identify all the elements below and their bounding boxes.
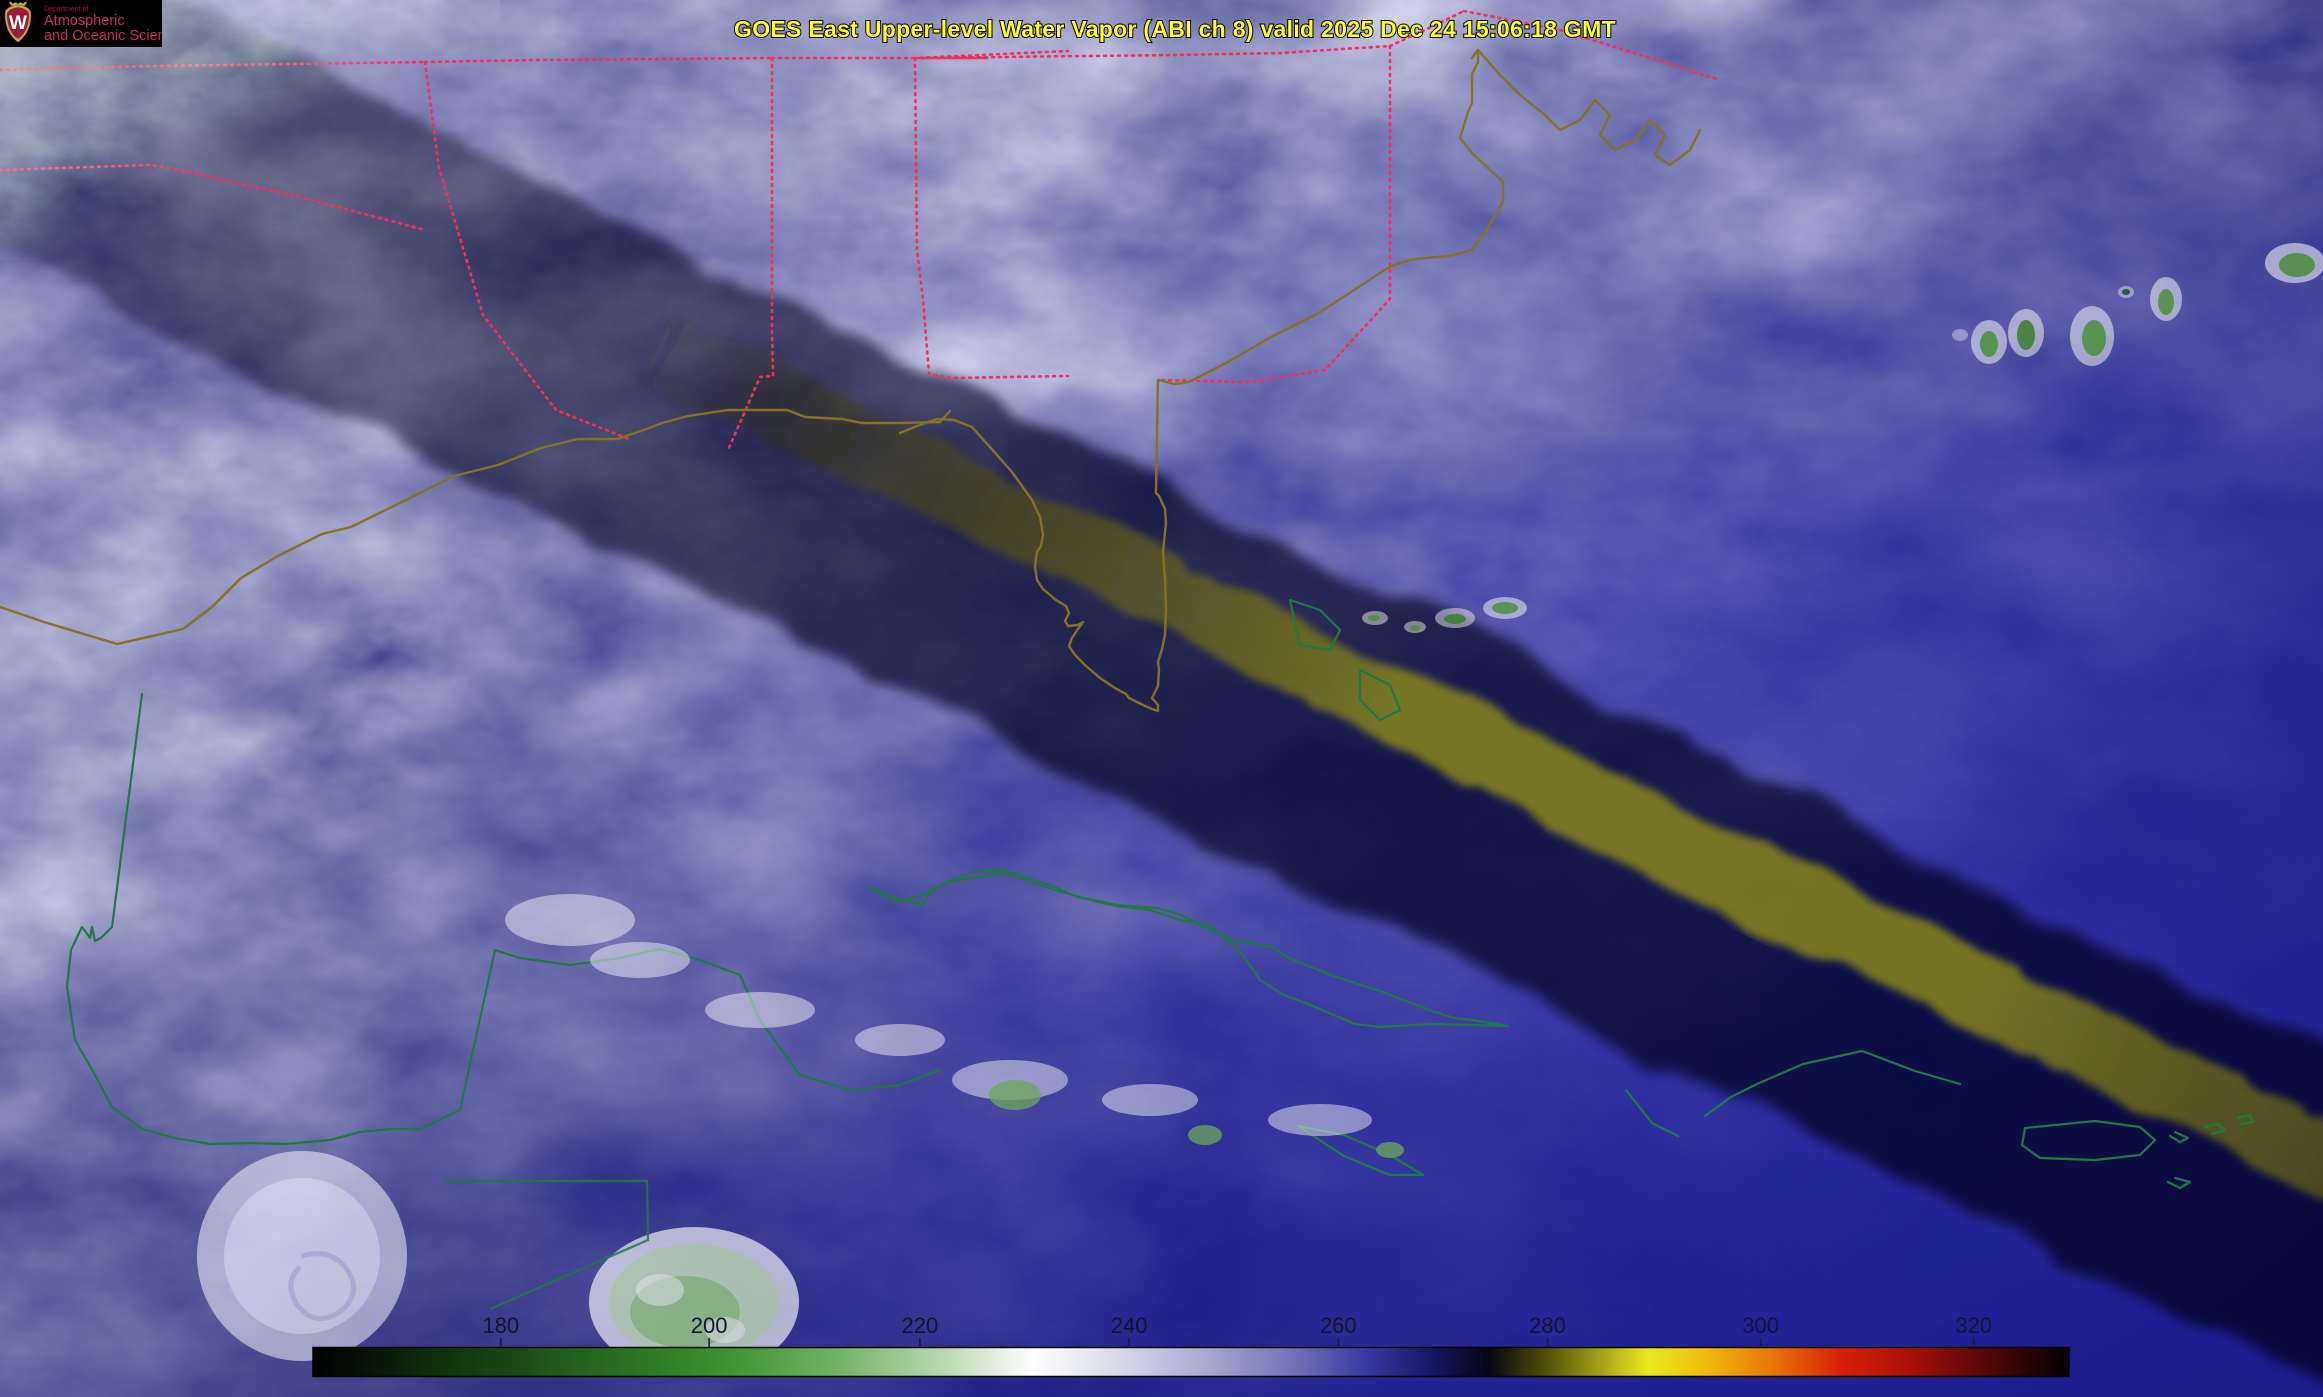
svg-text:180: 180	[482, 1313, 519, 1338]
svg-text:260: 260	[1320, 1313, 1357, 1338]
svg-text:220: 220	[902, 1313, 939, 1338]
svg-text:320: 320	[1955, 1313, 1992, 1338]
svg-text:300: 300	[1742, 1313, 1779, 1338]
svg-text:280: 280	[1529, 1313, 1566, 1338]
svg-text:200: 200	[691, 1313, 728, 1338]
svg-text:240: 240	[1111, 1313, 1148, 1338]
